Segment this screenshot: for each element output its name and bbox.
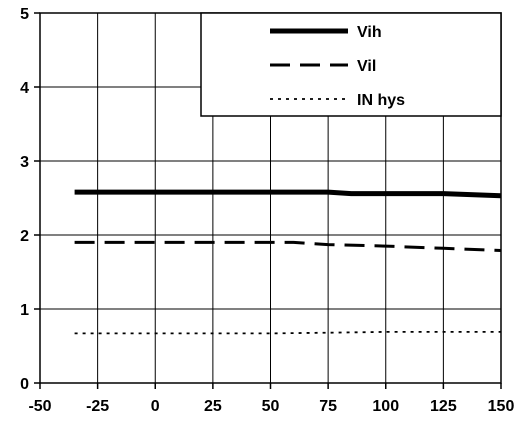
series-line-vih (74, 189, 502, 199)
x-tick-label: 0 (151, 398, 160, 415)
x-tick-label: 75 (319, 398, 337, 415)
legend-label-in-hys: IN hys (357, 92, 405, 109)
series-line-vil (74, 240, 502, 252)
x-tick-label: 125 (430, 398, 457, 415)
y-tick-label: 5 (20, 6, 29, 23)
series-lines (74, 189, 502, 335)
x-tick-label: -25 (86, 398, 109, 415)
series-line-in-hys (74, 330, 501, 335)
x-tick-label: 50 (262, 398, 280, 415)
axis-ticks: -50 -25 0 25 50 75 100 125 150 0 1 2 3 4 5 (20, 6, 514, 415)
x-tick-label: -50 (28, 398, 51, 415)
legend: Vih Vil IN hys (200, 12, 502, 117)
x-tick-label: 25 (204, 398, 222, 415)
legend-label-vih: Vih (357, 24, 382, 41)
y-tick-label: 0 (20, 376, 29, 393)
y-tick-label: 2 (20, 228, 29, 245)
y-tick-label: 4 (20, 80, 29, 97)
x-tick-label: 150 (488, 398, 515, 415)
x-tick-label: 100 (372, 398, 399, 415)
legend-box (200, 12, 502, 117)
y-tick-label: 1 (20, 302, 29, 319)
y-tick-label: 3 (20, 154, 29, 171)
legend-label-vil: Vil (357, 58, 376, 75)
